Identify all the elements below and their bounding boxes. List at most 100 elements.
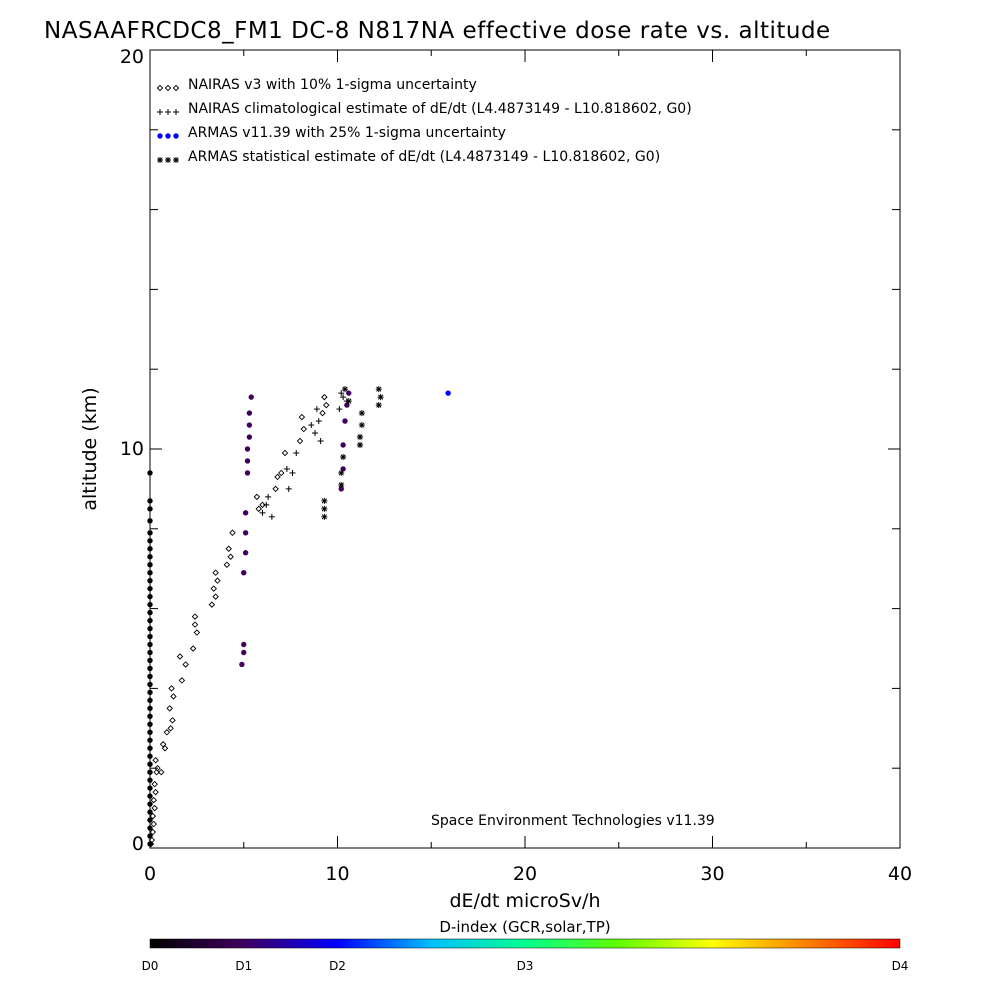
legend: NAIRAS v3 with 10% 1-sigma uncertainty N… — [156, 77, 692, 165]
colorbar-label: D2 — [329, 959, 346, 973]
data-point-dot — [147, 562, 153, 568]
data-point-dot — [147, 809, 153, 815]
data-point-diamond — [151, 804, 158, 812]
data-point-dot — [147, 753, 153, 759]
data-point-plus — [315, 418, 322, 425]
data-point-plus — [340, 394, 347, 401]
data-point-dot — [147, 665, 153, 672]
legend-marker-dot — [157, 133, 179, 139]
data-point-diamond — [152, 756, 159, 764]
colorbar-label: D3 — [517, 959, 534, 973]
data-point-asterisk — [375, 402, 382, 409]
data-point-diamond — [153, 768, 160, 776]
data-point-dot — [239, 661, 245, 668]
legend-symbol-plus — [165, 109, 171, 115]
plot-frame — [149, 49, 901, 849]
data-point-diamond — [225, 545, 232, 552]
data-point-diamond — [149, 828, 157, 836]
data-point-dot — [147, 554, 153, 560]
data-point-diamond — [158, 768, 165, 776]
data-point-diamond — [253, 493, 261, 501]
data-point-diamond — [227, 553, 234, 560]
data-point-plus — [338, 390, 345, 397]
data-point-plus — [317, 438, 324, 445]
data-point-dot — [147, 705, 153, 712]
data-point-diamond — [278, 469, 285, 477]
data-point-diamond — [323, 401, 330, 409]
data-point-dot — [342, 418, 348, 424]
data-point-asterisk — [321, 505, 328, 512]
data-point-diamond — [193, 629, 201, 636]
legend-entry: ARMAS statistical estimate of dE/dt (L4.… — [188, 149, 660, 165]
data-point-dot — [147, 721, 153, 728]
data-point-diamond — [212, 593, 219, 600]
data-point-diamond — [150, 796, 157, 804]
legend-entry: ARMAS v11.39 with 25% 1-sigma uncertaint… — [188, 125, 506, 141]
data-point-dot — [147, 601, 153, 608]
colorbar-label: D4 — [892, 959, 909, 973]
data-point-diamond — [150, 820, 157, 828]
legend-symbol-plus — [173, 109, 179, 115]
data-point-diamond — [274, 473, 281, 481]
data-point-dot — [147, 625, 153, 632]
y-tick-label: 10 — [120, 438, 144, 460]
legend-symbol-dot — [157, 133, 163, 139]
colorbar — [149, 938, 901, 949]
colorbar-labels: D0 D1 D2 D3 D4 — [142, 959, 909, 973]
data-point-dot — [147, 538, 153, 544]
data-point-diamond — [166, 705, 173, 712]
data-point-dot — [147, 657, 153, 664]
legend-marker-asterisk — [157, 157, 179, 163]
data-point-dot — [147, 761, 153, 767]
data-point-dot — [340, 466, 346, 472]
chart-title: NASAAFRCDC8_FM1 DC-8 N817NA effective do… — [44, 18, 831, 44]
data-point-dot — [147, 801, 153, 807]
data-point-asterisk — [321, 513, 328, 520]
data-point-diamond — [298, 413, 306, 421]
data-point-plus — [285, 485, 292, 492]
data-point-dot — [147, 737, 153, 743]
data-point-diamond — [189, 645, 197, 652]
data-point-dot — [147, 577, 153, 584]
data-point-diamond — [296, 437, 304, 445]
data-point-plus — [308, 422, 315, 429]
data-point-dot — [242, 510, 249, 516]
legend-symbol-diamond — [172, 84, 180, 92]
data-point-asterisk — [377, 394, 384, 401]
data-point-dot — [147, 777, 153, 783]
data-point-diamond — [176, 653, 184, 660]
data-point-asterisk — [357, 434, 363, 441]
legend-symbol-diamond — [156, 84, 164, 92]
data-point-dot — [147, 546, 153, 552]
data-point-dot — [147, 593, 153, 600]
data-point-plus — [263, 501, 270, 508]
data-point-dot — [346, 390, 352, 396]
x-tick-label: 20 — [513, 863, 537, 885]
data-point-dot — [147, 745, 153, 751]
data-point-dot — [445, 390, 451, 396]
data-point-dot — [147, 498, 153, 504]
data-point-diamond — [167, 725, 174, 732]
data-point-dot — [147, 470, 153, 476]
data-point-dot — [241, 649, 247, 656]
data-point-dot — [241, 641, 247, 648]
data-point-dot — [147, 697, 153, 704]
legend-symbol-asterisk — [173, 157, 179, 163]
credit-text: Space Environment Technologies v11.39 — [431, 813, 715, 829]
legend-symbol-plus — [157, 109, 163, 115]
x-tick-label: 40 — [888, 863, 912, 885]
data-point-dot — [344, 402, 350, 408]
data-point-diamond — [319, 409, 326, 417]
data-point-diamond — [163, 729, 171, 736]
data-point-plus — [289, 469, 296, 476]
data-point-diamond — [178, 677, 186, 684]
data-point-dot — [147, 641, 153, 648]
data-point-dot — [147, 713, 153, 720]
data-point-dot — [147, 530, 153, 536]
data-point-diamond — [154, 764, 161, 772]
data-point-diamond — [300, 425, 307, 433]
colorbar-label: D1 — [235, 959, 252, 973]
data-point-plus — [283, 465, 290, 472]
data-point-diamond — [159, 741, 167, 748]
